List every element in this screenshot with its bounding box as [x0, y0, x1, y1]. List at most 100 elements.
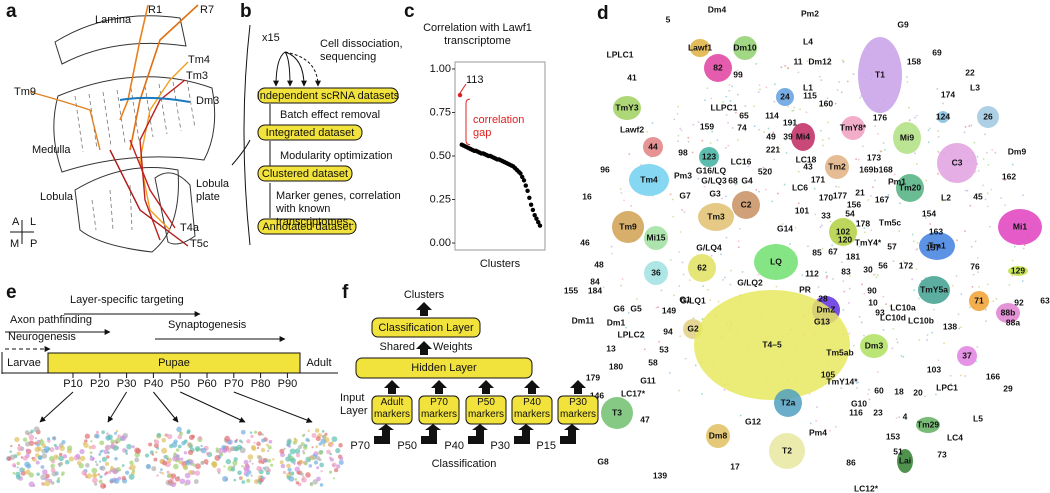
- cluster-label: 13: [606, 343, 616, 353]
- cluster-label: LC10d: [880, 312, 906, 322]
- umap-speck: [976, 346, 979, 348]
- umap-speck: [787, 105, 790, 108]
- cluster-label: LC17*: [621, 388, 646, 398]
- umap-speck: [797, 71, 800, 74]
- umap-speck: [902, 355, 905, 358]
- annotation: 113: [466, 74, 484, 86]
- thumb-dot: [216, 468, 221, 473]
- umap-speck: [658, 340, 660, 343]
- umap-speck: [985, 320, 987, 323]
- cluster-label: LC6: [792, 182, 808, 192]
- cluster-label: 159: [700, 121, 714, 131]
- umap-speck: [660, 289, 663, 292]
- umap-cluster: [937, 111, 949, 123]
- cluster-label: G11: [640, 375, 656, 385]
- umap-speck: [913, 240, 915, 243]
- umap-speck: [872, 273, 875, 276]
- cluster-label: LQ: [770, 256, 782, 266]
- umap-speck: [914, 152, 916, 155]
- umap-speck: [885, 303, 888, 306]
- thumb-dot: [237, 470, 242, 476]
- thumb-dot: [267, 458, 272, 463]
- thumb-dot: [251, 462, 254, 465]
- thumb-dot: [272, 458, 275, 461]
- umap-speck: [772, 149, 774, 152]
- umap-speck: [963, 131, 966, 134]
- thumb-dot: [186, 429, 191, 434]
- cluster-label: T2a: [781, 397, 796, 407]
- cluster-label: 166: [986, 371, 1000, 381]
- thumb-dot: [109, 478, 115, 483]
- umap-speck: [628, 336, 630, 339]
- umap-speck: [737, 246, 740, 249]
- umap-speck: [825, 276, 828, 279]
- thumb-dot: [153, 457, 158, 462]
- thumb-dot: [59, 445, 65, 452]
- cluster-label: G7: [679, 190, 691, 200]
- thumb-dot: [258, 481, 262, 485]
- thumb-dot: [50, 463, 55, 469]
- cluster-label: G3: [709, 188, 721, 198]
- thumb-dot: [328, 470, 333, 474]
- cluster-label: L2: [941, 192, 951, 202]
- umap-speck: [806, 60, 809, 62]
- thumb-dot: [33, 426, 40, 433]
- umap-speck: [762, 166, 765, 169]
- drawing: [10, 220, 34, 244]
- thumb-dot: [13, 464, 17, 468]
- cluster-label: 46: [580, 237, 590, 247]
- thumb-dot: [99, 460, 102, 463]
- cluster-label: G12: [745, 416, 761, 426]
- umap-speck: [987, 164, 990, 166]
- thumb-dot: [329, 457, 334, 462]
- umap-speck: [936, 87, 939, 90]
- umap-speck: [767, 127, 770, 130]
- umap-cluster: [698, 203, 734, 231]
- umap-speck: [610, 252, 613, 255]
- umap-speck: [914, 116, 916, 119]
- thumb-dot: [34, 441, 38, 446]
- cluster-label: 22: [965, 67, 975, 77]
- thumb-dot: [110, 444, 114, 448]
- umap-speck: [984, 133, 987, 136]
- thumb-dot: [174, 476, 180, 482]
- layer-box: [371, 317, 481, 338]
- umap-speck: [986, 151, 988, 154]
- thumb-dot: [223, 465, 226, 468]
- umap-speck: [986, 283, 989, 286]
- cluster-label: Dm11: [572, 315, 595, 325]
- timepoint-label: P70: [224, 378, 244, 390]
- cluster-label: Tm29: [917, 419, 939, 429]
- umap-speck: [976, 257, 979, 259]
- thumb-dot: [49, 447, 55, 453]
- umap-speck: [727, 121, 729, 124]
- umap-speck: [701, 393, 703, 395]
- cluster-label: 179: [586, 372, 600, 382]
- thumb-dot: [294, 466, 300, 472]
- thumb-dot: [331, 436, 338, 442]
- thumb-dot: [175, 448, 180, 452]
- data-point: [532, 212, 537, 218]
- umap-speck: [995, 297, 998, 300]
- umap-speck: [776, 192, 779, 195]
- timepoint-label: P40: [144, 378, 164, 390]
- umap-cluster: [644, 261, 668, 285]
- umap-speck: [926, 339, 929, 341]
- thumb-dot: [307, 429, 310, 433]
- thumb-dot: [159, 471, 162, 474]
- umap-speck: [807, 245, 809, 248]
- cluster-label: Mi4: [796, 131, 810, 141]
- input-label: P50 markers: [467, 397, 505, 420]
- thumb-dot: [259, 467, 263, 470]
- umap-speck: [703, 185, 706, 188]
- umap-speck: [636, 297, 638, 300]
- thumb-dot: [170, 473, 177, 479]
- thumb-dot: [94, 482, 98, 486]
- cluster-label: 94: [663, 326, 673, 336]
- thumb-dot: [302, 449, 305, 453]
- umap-speck: [771, 200, 774, 203]
- thumb-dot: [14, 436, 20, 443]
- umap-speck: [949, 374, 952, 377]
- umap-speck: [758, 190, 760, 193]
- thumb-dot: [100, 465, 106, 471]
